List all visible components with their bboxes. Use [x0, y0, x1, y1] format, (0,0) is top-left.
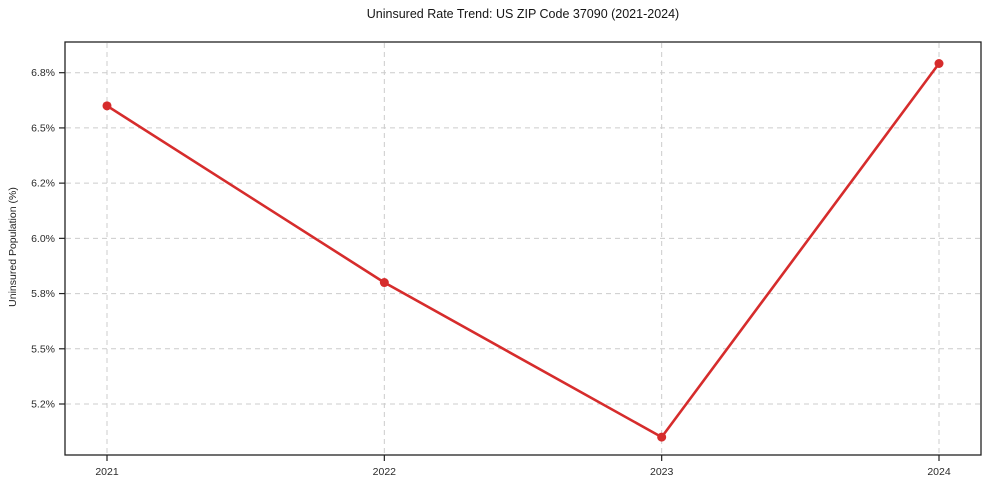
data-point — [657, 432, 667, 442]
y-tick-label: 6.8% — [31, 67, 55, 79]
x-tick-label: 2024 — [927, 466, 951, 478]
y-tick-label: 5.8% — [31, 288, 55, 300]
data-point — [934, 58, 944, 68]
plot-border — [64, 41, 982, 456]
trend-line — [105, 62, 941, 439]
y-tick-label: 6.2% — [31, 178, 55, 190]
x-tick-label: 2022 — [373, 466, 397, 478]
x-tick-label: 2023 — [650, 466, 674, 478]
y-tick-label: 5.5% — [31, 343, 55, 355]
y-tick-label: 6.5% — [31, 122, 55, 134]
x-tick-label: 2021 — [95, 466, 119, 478]
data-point — [102, 101, 112, 111]
data-point — [379, 278, 389, 288]
chart-title: Uninsured Rate Trend: US ZIP Code 37090 … — [366, 7, 680, 21]
y-tick-label: 5.2% — [31, 399, 55, 411]
y-tick-label: 6.0% — [31, 233, 55, 245]
